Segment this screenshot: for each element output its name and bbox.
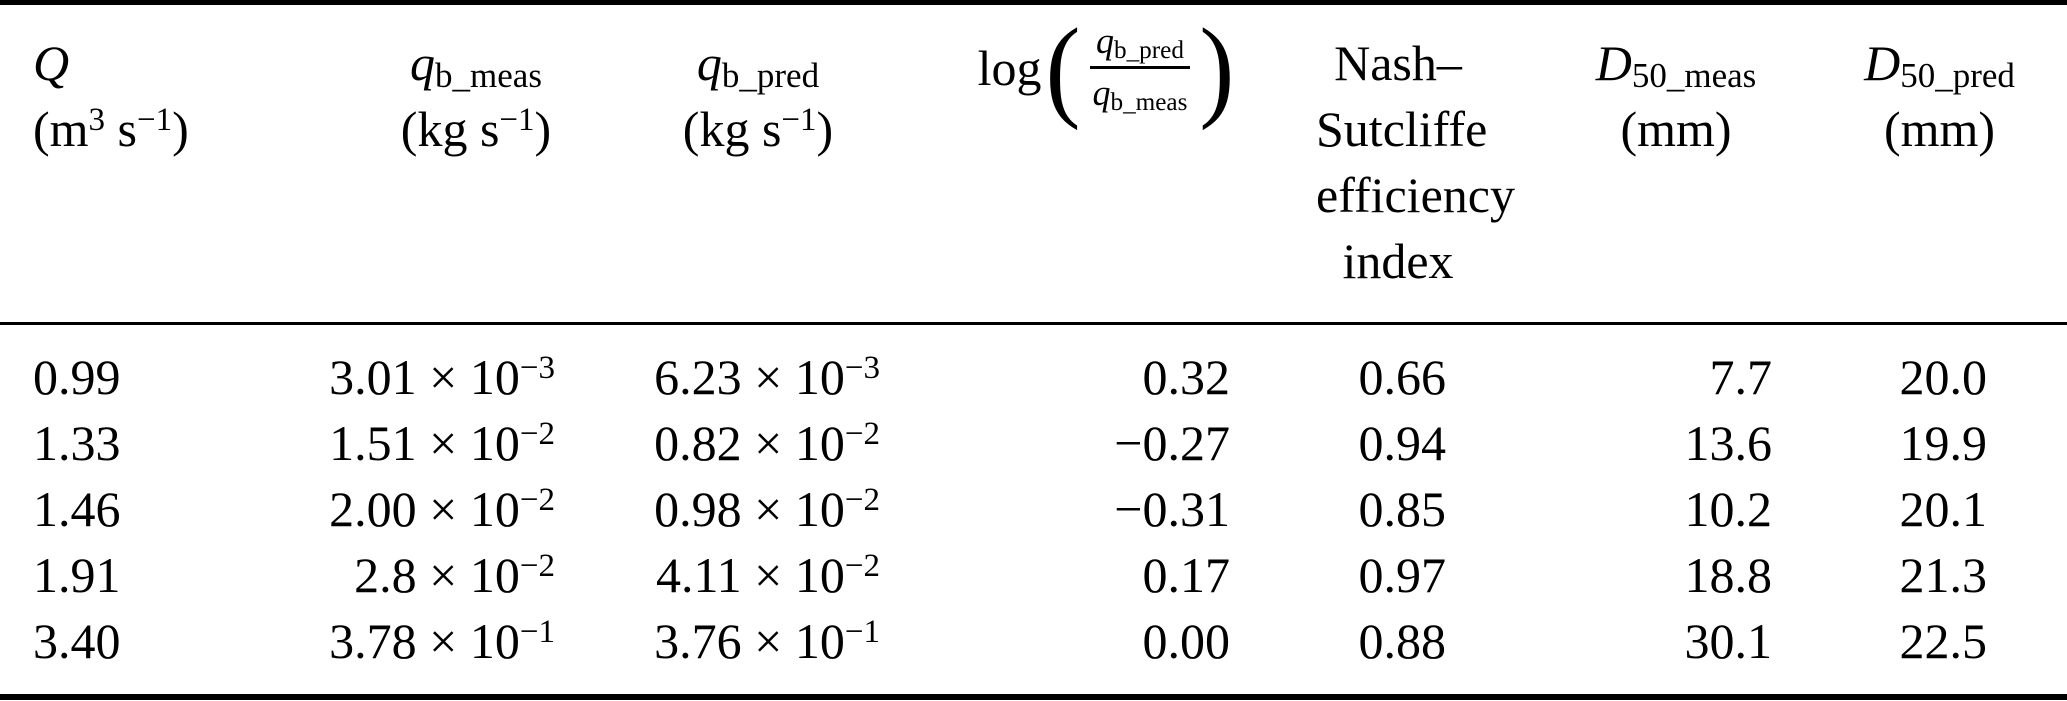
cell-discharge: 1.46: [33, 481, 121, 537]
close-paren: ): [1199, 4, 1235, 131]
header-line: (mm): [1883, 101, 1996, 157]
open-paren: (: [1045, 4, 1081, 131]
header-line: Sutcliffe: [1316, 101, 1488, 157]
header-line: Nash–: [1334, 35, 1462, 91]
cell-qb-meas: 2.8 × 10−2: [354, 547, 555, 603]
cell-qb-pred: 0.82 × 10−2: [654, 415, 880, 471]
cell-discharge: 3.40: [33, 613, 121, 669]
cell-discharge: 0.99: [33, 349, 121, 405]
cell-qb-meas: 3.78 × 10−1: [329, 613, 555, 669]
table-row: 1.33 1.51 × 10−2 0.82 × 10−2 −0.27 0.94 13.6 1…: [0, 410, 2067, 476]
bottom-rule: [0, 694, 2067, 700]
column-header-d50-meas: D50_meas (mm): [1480, 0, 1800, 325]
cell-discharge: 1.91: [33, 547, 121, 603]
fraction-numerator: qb_pred: [1089, 21, 1190, 69]
header-line: efficiency: [1316, 167, 1515, 223]
header-line: Q: [33, 35, 70, 91]
cell-d50-meas: 7.7: [1709, 349, 1773, 405]
cell-nse: 0.97: [1358, 547, 1447, 603]
table-row: 1.46 2.00 × 10−2 0.98 × 10−2 −0.31 0.85 10.2 2…: [0, 476, 2067, 542]
column-header-nse: Nash– Sutcliffe efficiency index: [1260, 0, 1515, 325]
cell-log-ratio: 0.32: [1142, 349, 1231, 405]
cell-d50-pred: 19.9: [1899, 415, 1988, 471]
header-line: (kg s−1): [400, 101, 552, 157]
header-line: qb_meas: [410, 35, 542, 95]
cell-log-ratio: −0.31: [1114, 481, 1230, 537]
cell-nse: 0.88: [1358, 613, 1447, 669]
cell-qb-meas: 1.51 × 10−2: [329, 415, 555, 471]
column-header-qb-meas: qb_meas (kg s−1): [300, 0, 580, 325]
log-function-label: log: [977, 39, 1042, 96]
header-line: (m3 s−1): [33, 101, 189, 157]
header-line: (mm): [1620, 101, 1732, 157]
cell-qb-pred: 4.11 × 10−2: [656, 547, 880, 603]
table-row: 3.40 3.78 × 10−1 3.76 × 10−1 0.00 0.88 30.1 22…: [0, 608, 2067, 674]
cell-d50-meas: 13.6: [1684, 415, 1773, 471]
cell-log-ratio: 0.17: [1142, 547, 1231, 603]
header-row: Q (m3 s−1) qb_meas (kg s−1) qb_pred (kg s−1) l…: [0, 0, 2067, 325]
column-header-discharge: Q (m3 s−1): [0, 0, 300, 325]
table-row: 1.91 2.8 × 10−2 4.11 × 10−2 0.17 0.97 18.8 21.…: [0, 542, 2067, 608]
log-ratio-formula: log(qb_pred qb_meas): [977, 11, 1235, 124]
cell-log-ratio: 0.00: [1142, 613, 1231, 669]
column-header-d50-pred: D50_pred (mm): [1800, 0, 2067, 325]
cell-nse: 0.85: [1358, 481, 1447, 537]
header-line: D50_pred: [1864, 35, 2015, 95]
table-row: 0.99 3.01 × 10−3 6.23 × 10−3 0.32 0.66 7.7 20.…: [0, 324, 2067, 411]
header-line: qb_pred: [696, 35, 820, 95]
cell-qb-meas: 2.00 × 10−2: [329, 481, 555, 537]
cell-nse: 0.66: [1358, 349, 1447, 405]
header-line: index: [1342, 233, 1454, 289]
column-header-log-ratio: log(qb_pred qb_meas): [900, 0, 1260, 325]
cell-d50-meas: 10.2: [1684, 481, 1773, 537]
cell-qb-pred: 6.23 × 10−3: [654, 349, 880, 405]
fraction: qb_pred qb_meas: [1086, 21, 1193, 115]
cell-discharge: 1.33: [33, 415, 121, 471]
cell-d50-pred: 20.1: [1899, 481, 1988, 537]
cell-nse: 0.94: [1358, 415, 1447, 471]
header-line: D50_meas: [1595, 35, 1757, 95]
fraction-denominator: qb_meas: [1092, 73, 1188, 117]
table-body: 0.99 3.01 × 10−3 6.23 × 10−3 0.32 0.66 7.7 20.…: [0, 324, 2067, 675]
results-table: Q (m3 s−1) qb_meas (kg s−1) qb_pred (kg s−1) l…: [0, 0, 2067, 675]
cell-qb-pred: 0.98 × 10−2: [654, 481, 880, 537]
cell-log-ratio: −0.27: [1114, 415, 1230, 471]
cell-d50-meas: 30.1: [1684, 613, 1773, 669]
header-line: (kg s−1): [682, 101, 834, 157]
cell-d50-pred: 21.3: [1899, 547, 1988, 603]
column-header-qb-pred: qb_pred (kg s−1): [580, 0, 900, 325]
cell-d50-pred: 20.0: [1899, 349, 1988, 405]
cell-qb-meas: 3.01 × 10−3: [329, 349, 555, 405]
cell-qb-pred: 3.76 × 10−1: [654, 613, 880, 669]
cell-d50-pred: 22.5: [1899, 613, 1988, 669]
cell-d50-meas: 18.8: [1684, 547, 1773, 603]
